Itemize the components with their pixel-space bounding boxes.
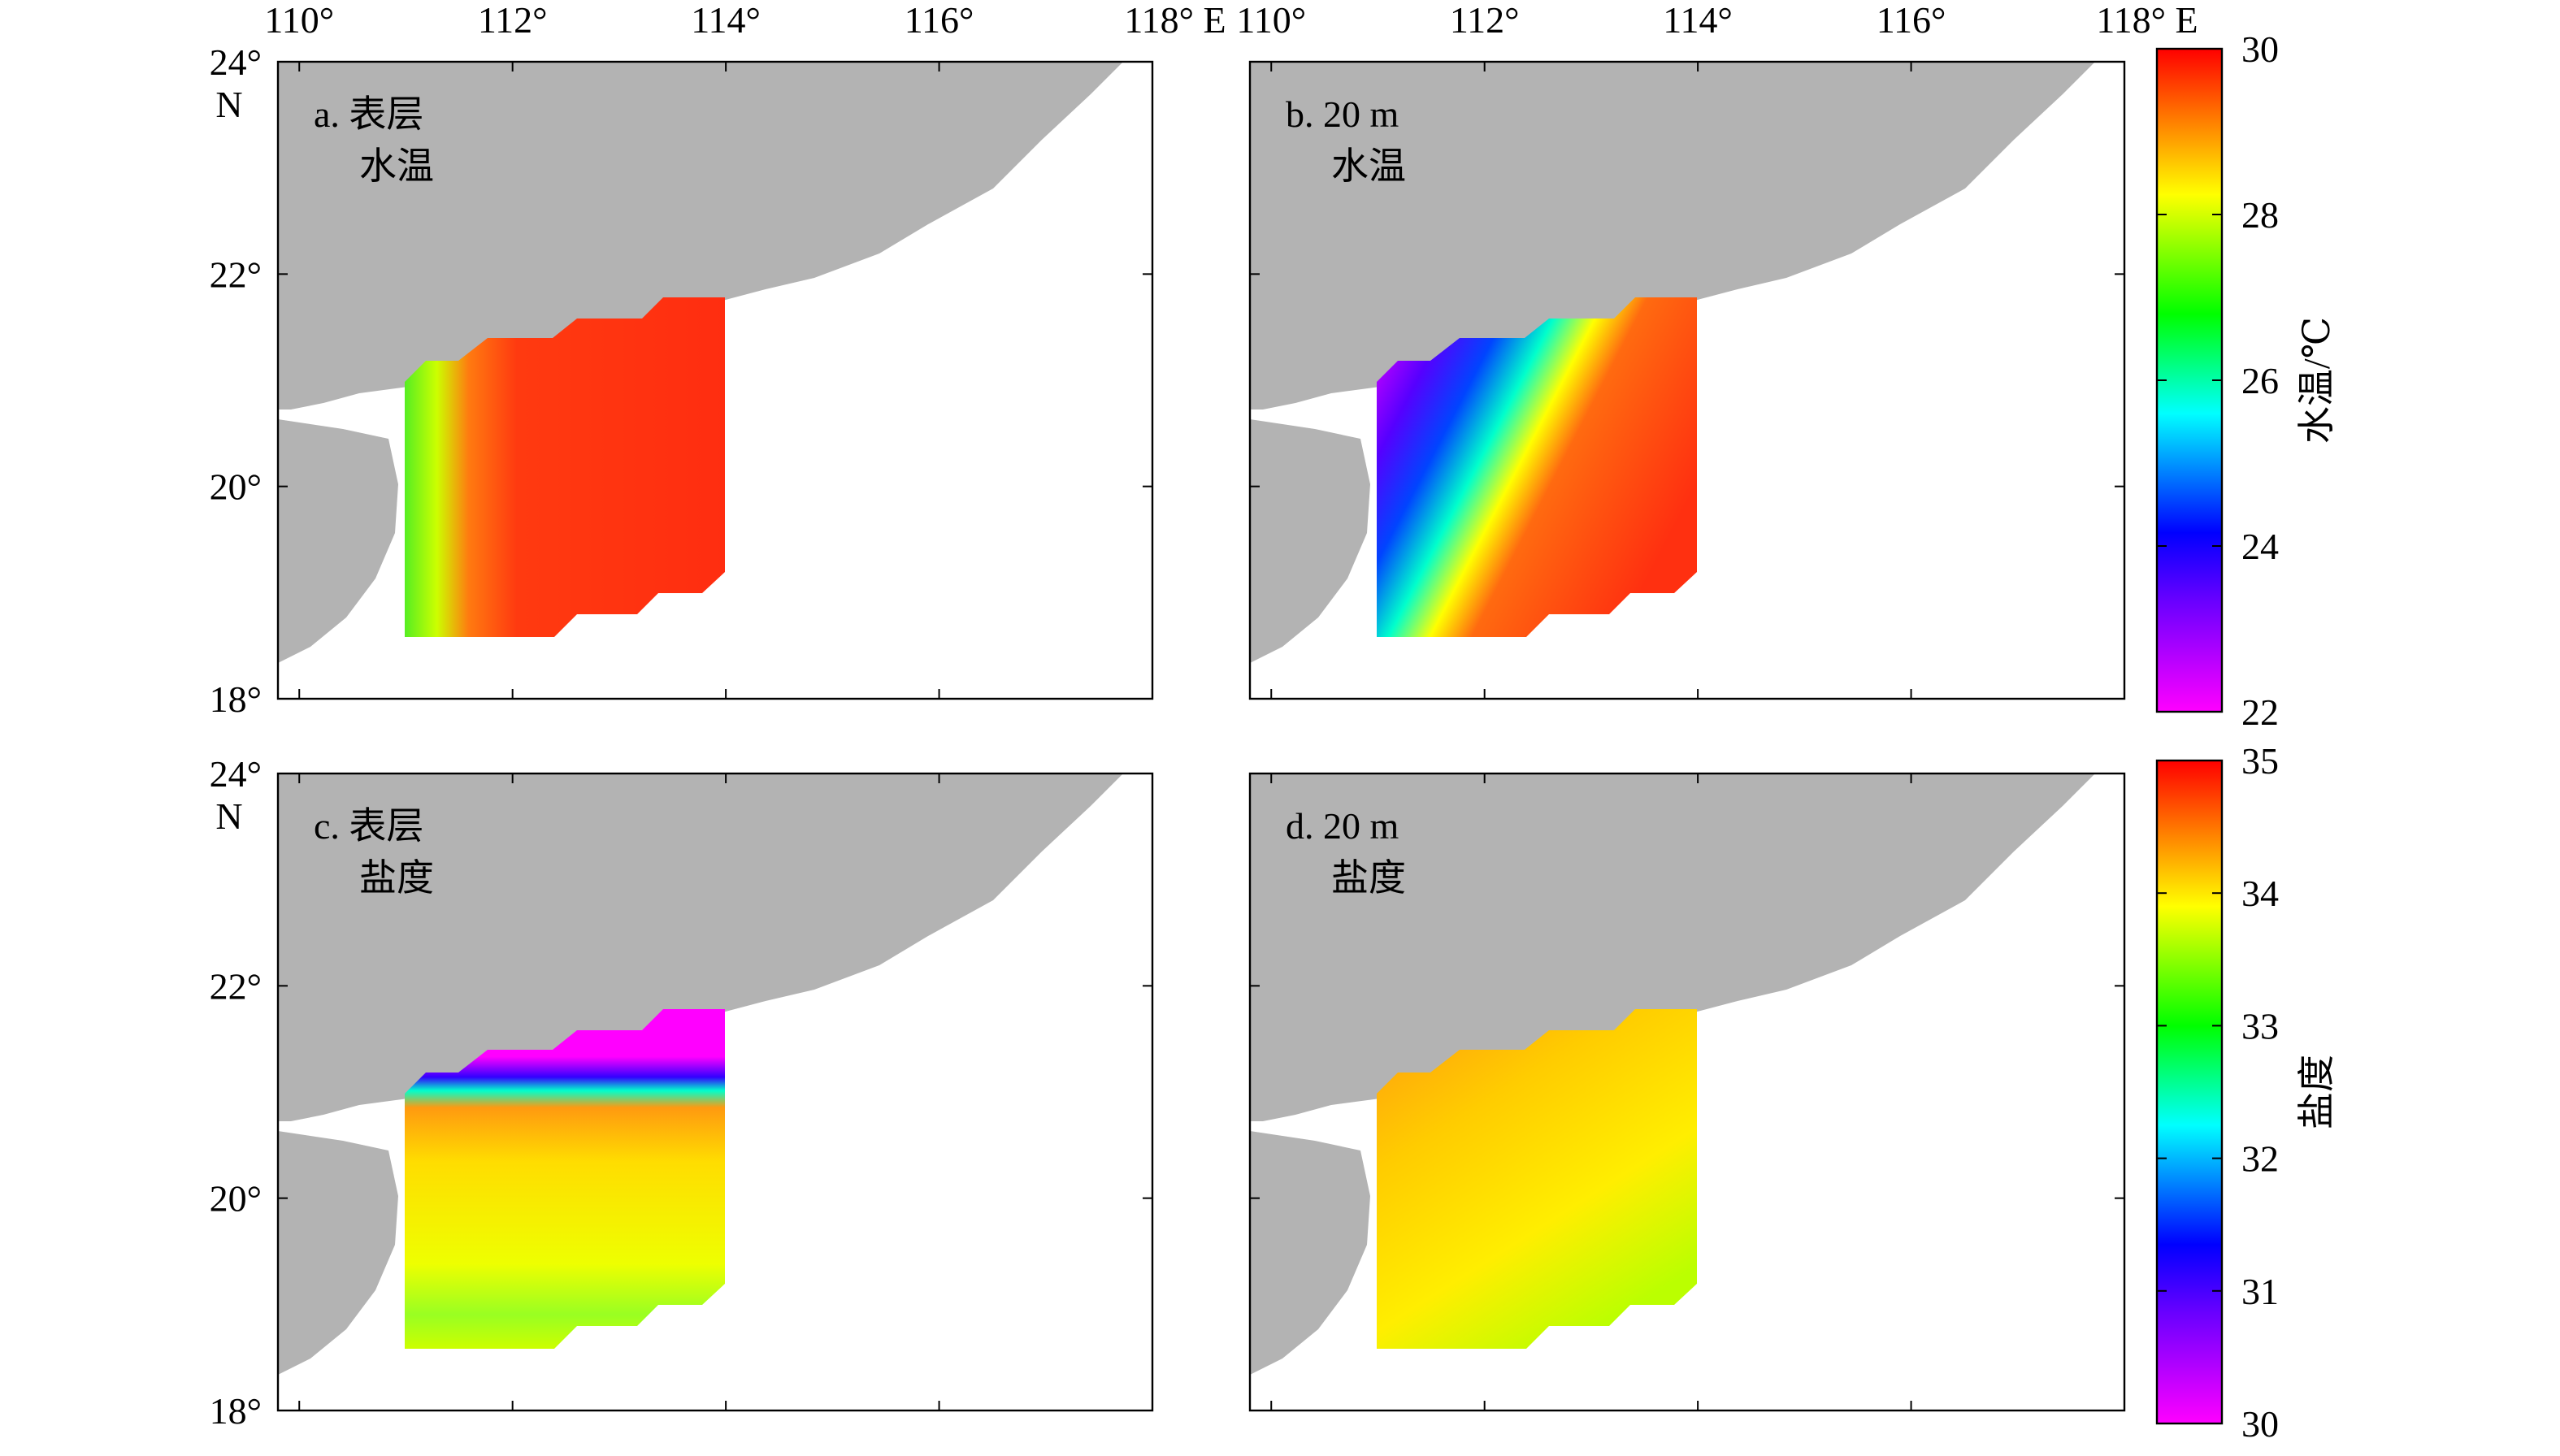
colorbar-title: 水温/℃ — [2296, 317, 2337, 444]
lon-tick-label: 112° — [478, 0, 548, 41]
panel-frame — [276, 60, 1154, 700]
lon-tick-label: 118° E — [2096, 0, 2198, 41]
colorbar-tick-label: 33 — [2241, 1005, 2279, 1046]
lat-tick-label: 24° — [210, 41, 262, 83]
lat-tick-label: 20° — [210, 466, 262, 508]
colorbar-tick-label: 34 — [2241, 873, 2279, 914]
colorbar-fill — [2155, 47, 2224, 713]
colorbar-tick-label: 30 — [2241, 28, 2279, 70]
lat-unit: N — [215, 795, 242, 837]
panel-variable: 水温 — [359, 145, 434, 187]
map-panel: b. 20 m 水温 110° 112° 114° 116° 118° E — [1236, 0, 2198, 700]
lat-tick-label: 22° — [210, 254, 262, 295]
lon-tick-label: 110° — [264, 0, 334, 41]
panel-frame — [1248, 60, 2126, 700]
lon-tick-label: 114° — [1663, 0, 1733, 41]
panel-label: d. 20 m — [1286, 805, 1399, 847]
colorbar-tick-label: 32 — [2241, 1138, 2279, 1180]
panel-variable: 盐度 — [359, 857, 434, 899]
lat-tick-label: 24° — [210, 753, 262, 795]
colorbar: 30 31 32 33 34 35 盐度 — [2155, 740, 2337, 1445]
panel-label: c. 表层 — [314, 805, 423, 847]
lat-tick-label: 22° — [210, 965, 262, 1007]
colorbar-fill — [2155, 759, 2224, 1425]
lon-tick-label: 114° — [691, 0, 761, 41]
lat-tick-label: 20° — [210, 1178, 262, 1220]
panel-frame — [1248, 772, 2126, 1412]
panel-frame — [276, 772, 1154, 1412]
lon-tick-label: 110° — [1236, 0, 1306, 41]
lon-tick-label: 116° — [905, 0, 974, 41]
colorbar-tick-label: 28 — [2241, 194, 2279, 236]
lat-unit: N — [215, 84, 242, 125]
panel-variable: 水温 — [1331, 145, 1406, 187]
colorbar-title: 盐度 — [2296, 1055, 2337, 1129]
colorbar-tick-label: 26 — [2241, 360, 2279, 401]
colorbar: 22 24 26 28 30 水温/℃ — [2155, 28, 2337, 733]
lon-tick-label: 112° — [1450, 0, 1520, 41]
lon-tick-label: 118° E — [1124, 0, 1226, 41]
lat-tick-label: 18° — [210, 1390, 262, 1432]
panel-label: a. 表层 — [314, 93, 423, 135]
panel-variable: 盐度 — [1331, 857, 1406, 899]
colorbar-tick-label: 22 — [2241, 691, 2279, 733]
map-panel: d. 20 m 盐度 — [1248, 772, 2126, 1412]
lat-tick-label: 18° — [210, 678, 262, 720]
colorbar-tick-label: 31 — [2241, 1271, 2279, 1312]
panel-label: b. 20 m — [1286, 93, 1399, 135]
colorbar-tick-label: 30 — [2241, 1403, 2279, 1445]
lon-tick-label: 116° — [1877, 0, 1946, 41]
colorbar-tick-label: 24 — [2241, 526, 2279, 567]
colorbar-tick-label: 35 — [2241, 740, 2279, 782]
colorbars: 22 24 26 28 30 水温/℃ 30 31 32 33 34 35 盐度 — [2155, 28, 2337, 1445]
